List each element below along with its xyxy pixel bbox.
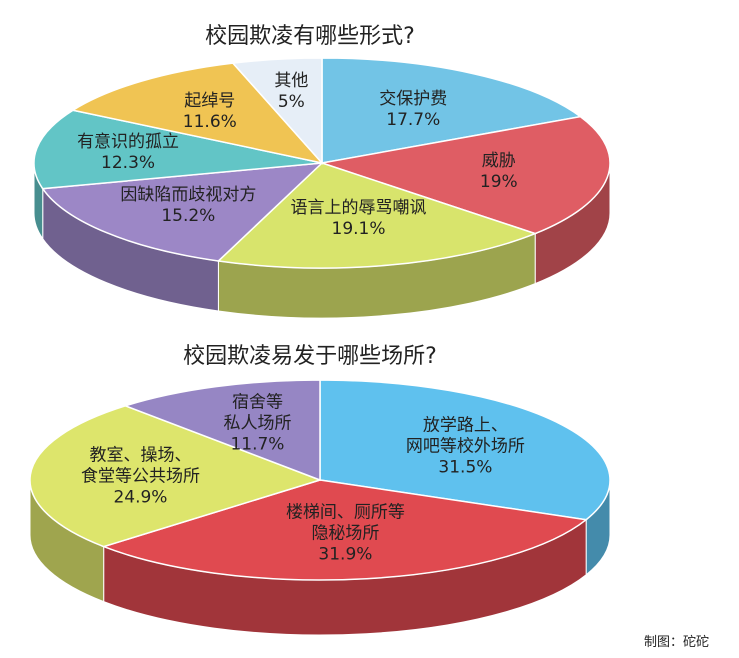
category-label: 其他 [274, 71, 309, 92]
slice-label: 教室、操场、 食堂等公共场所 24.9% [81, 445, 200, 508]
slice [321, 57, 583, 164]
slice [71, 62, 325, 165]
value-label: 19% [479, 172, 518, 193]
value-label: 31.5% [438, 457, 493, 478]
slice-label: 因缺陷而歧视对方 15.2% [120, 185, 256, 227]
slice [216, 162, 538, 269]
slice [123, 379, 321, 482]
slice-label: 语言上的辱骂嘲讽 19.1% [291, 198, 427, 240]
value-label: 15.2% [161, 206, 216, 227]
slice-label: 放学路上、 网吧等校外场所 31.5% [406, 416, 525, 479]
value-label: 11.7% [230, 434, 285, 455]
chart-title: 校园欺凌有哪些形式? [205, 24, 415, 49]
slice [33, 109, 323, 190]
category-label: 交保护费 [379, 88, 448, 109]
slice [29, 405, 323, 548]
slice [321, 115, 611, 235]
slice-label: 有意识的孤立 12.3% [77, 132, 179, 174]
category-label: 威胁 [481, 151, 516, 172]
value-label: 19.1% [331, 219, 386, 240]
slice-label: 起绰号 11.6% [183, 91, 237, 133]
slice [231, 57, 323, 165]
credit: 制图：砣砣 [643, 635, 709, 650]
category-label: 楼梯间、厕所等 隐秘场所 [285, 502, 405, 544]
value-label: 24.9% [113, 487, 168, 508]
slice-label: 宿舍等 私人场所 11.7% [223, 393, 291, 456]
slice [319, 379, 611, 521]
category-label: 语言上的辱骂嘲讽 [290, 198, 427, 219]
category-label: 有意识的孤立 [77, 132, 180, 153]
value-label: 31.9% [318, 544, 373, 565]
value-label: 17.7% [386, 109, 441, 130]
slice-label: 楼梯间、厕所等 隐秘场所 31.9% [286, 503, 405, 566]
chart-title: 校园欺凌易发于哪些场所? [183, 344, 437, 369]
category-label: 起绰号 [184, 91, 236, 112]
category-label: 宿舍等 私人场所 [223, 392, 292, 434]
slice [41, 162, 325, 262]
category-label: 教室、操场、 食堂等公共场所 [80, 445, 200, 487]
category-label: 因缺陷而歧视对方 [120, 185, 257, 206]
value-label: 5% [277, 92, 305, 113]
value-label: 11.6% [182, 112, 237, 133]
slice-label: 威胁 19% [480, 151, 518, 193]
slice-label: 交保护费 17.7% [379, 89, 447, 131]
slice [101, 479, 588, 581]
slice-label: 其他 5% [274, 71, 308, 113]
category-label: 放学路上、 网吧等校外场所 [405, 415, 525, 457]
value-label: 12.3% [101, 153, 156, 174]
